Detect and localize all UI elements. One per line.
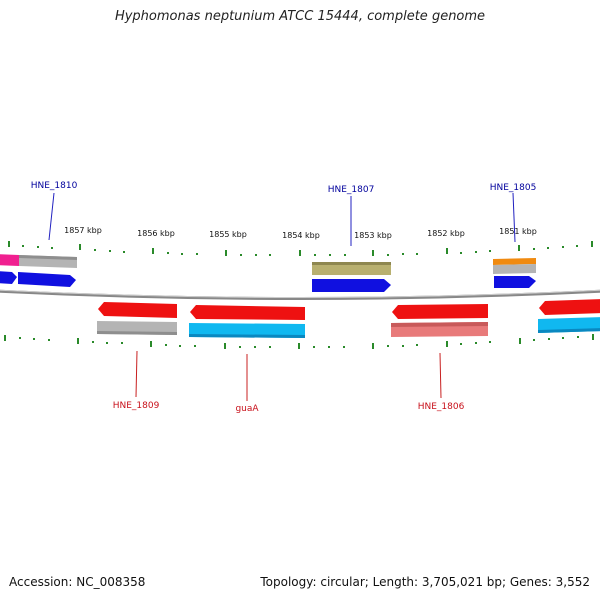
gene-pink bbox=[0, 254, 19, 266]
ruler-labels: 1857 kbp 1856 kbp 1855 kbp 1854 kbp 1853… bbox=[64, 226, 537, 240]
top-gene-labels: HNE_1810 HNE_1807 HNE_1805 bbox=[31, 181, 537, 195]
connector-hne1809 bbox=[135, 350, 138, 398]
accession-text: Accession: NC_008358 bbox=[9, 575, 146, 589]
gene-gray-shade bbox=[19, 255, 77, 260]
gene-olive bbox=[312, 262, 391, 275]
map-title: Hyphomonas neptunium ATCC 15444, complet… bbox=[114, 9, 486, 24]
cds-reverse bbox=[392, 304, 488, 319]
forward-track-inner bbox=[0, 271, 536, 292]
upper-ruler bbox=[8, 241, 593, 256]
cds-forward bbox=[0, 271, 17, 284]
ruler-label-1853: 1853 kbp bbox=[354, 231, 392, 240]
bottom-gene-labels: HNE_1809 guaA HNE_1806 bbox=[113, 401, 465, 414]
gene-label-hne1810: HNE_1810 bbox=[31, 181, 78, 191]
top-label-connectors bbox=[48, 192, 516, 246]
connector-hne1805 bbox=[512, 192, 516, 243]
cds-forward bbox=[494, 276, 536, 288]
ruler-label-1855: 1855 kbp bbox=[209, 230, 247, 239]
cds-reverse bbox=[539, 299, 600, 315]
reverse-track-inner bbox=[98, 299, 600, 320]
genome-summary-text: Topology: circular; Length: 3,705,021 bp… bbox=[260, 575, 590, 589]
forward-track-outer bbox=[0, 254, 536, 275]
ruler-label-1857: 1857 kbp bbox=[64, 226, 102, 235]
genome-backbone-highlight bbox=[0, 289, 600, 298]
gene-salmon-shade bbox=[391, 322, 488, 327]
cds-reverse bbox=[98, 302, 177, 318]
connector-hne1806 bbox=[439, 352, 442, 399]
lower-ruler bbox=[4, 334, 594, 349]
reverse-track-outer bbox=[97, 317, 600, 338]
ruler-label-1852: 1852 kbp bbox=[427, 229, 465, 238]
gene-label-hne1806: HNE_1806 bbox=[418, 402, 465, 412]
cds-forward bbox=[312, 279, 391, 292]
gene-gray-shade bbox=[97, 331, 177, 335]
cds-forward bbox=[18, 272, 76, 287]
gene-gray-small bbox=[493, 264, 536, 274]
gene-label-hne1809: HNE_1809 bbox=[113, 401, 160, 411]
connector-hne1810 bbox=[48, 192, 55, 241]
bottom-label-connectors bbox=[135, 350, 442, 401]
ruler-label-1854: 1854 kbp bbox=[282, 231, 320, 240]
ruler-label-1856: 1856 kbp bbox=[137, 229, 175, 238]
gene-label-guaA: guaA bbox=[235, 404, 259, 414]
genome-backbone bbox=[0, 289, 600, 300]
cds-reverse bbox=[190, 305, 305, 320]
gene-olive-shade bbox=[312, 262, 391, 265]
gene-label-hne1805: HNE_1805 bbox=[490, 183, 537, 193]
gene-label-hne1807: HNE_1807 bbox=[328, 185, 375, 195]
gene-orange bbox=[493, 258, 536, 265]
gene-cyan-shade bbox=[189, 334, 305, 338]
ruler-label-1851: 1851 kbp bbox=[499, 227, 537, 236]
gene-cyan-shade bbox=[538, 328, 600, 333]
